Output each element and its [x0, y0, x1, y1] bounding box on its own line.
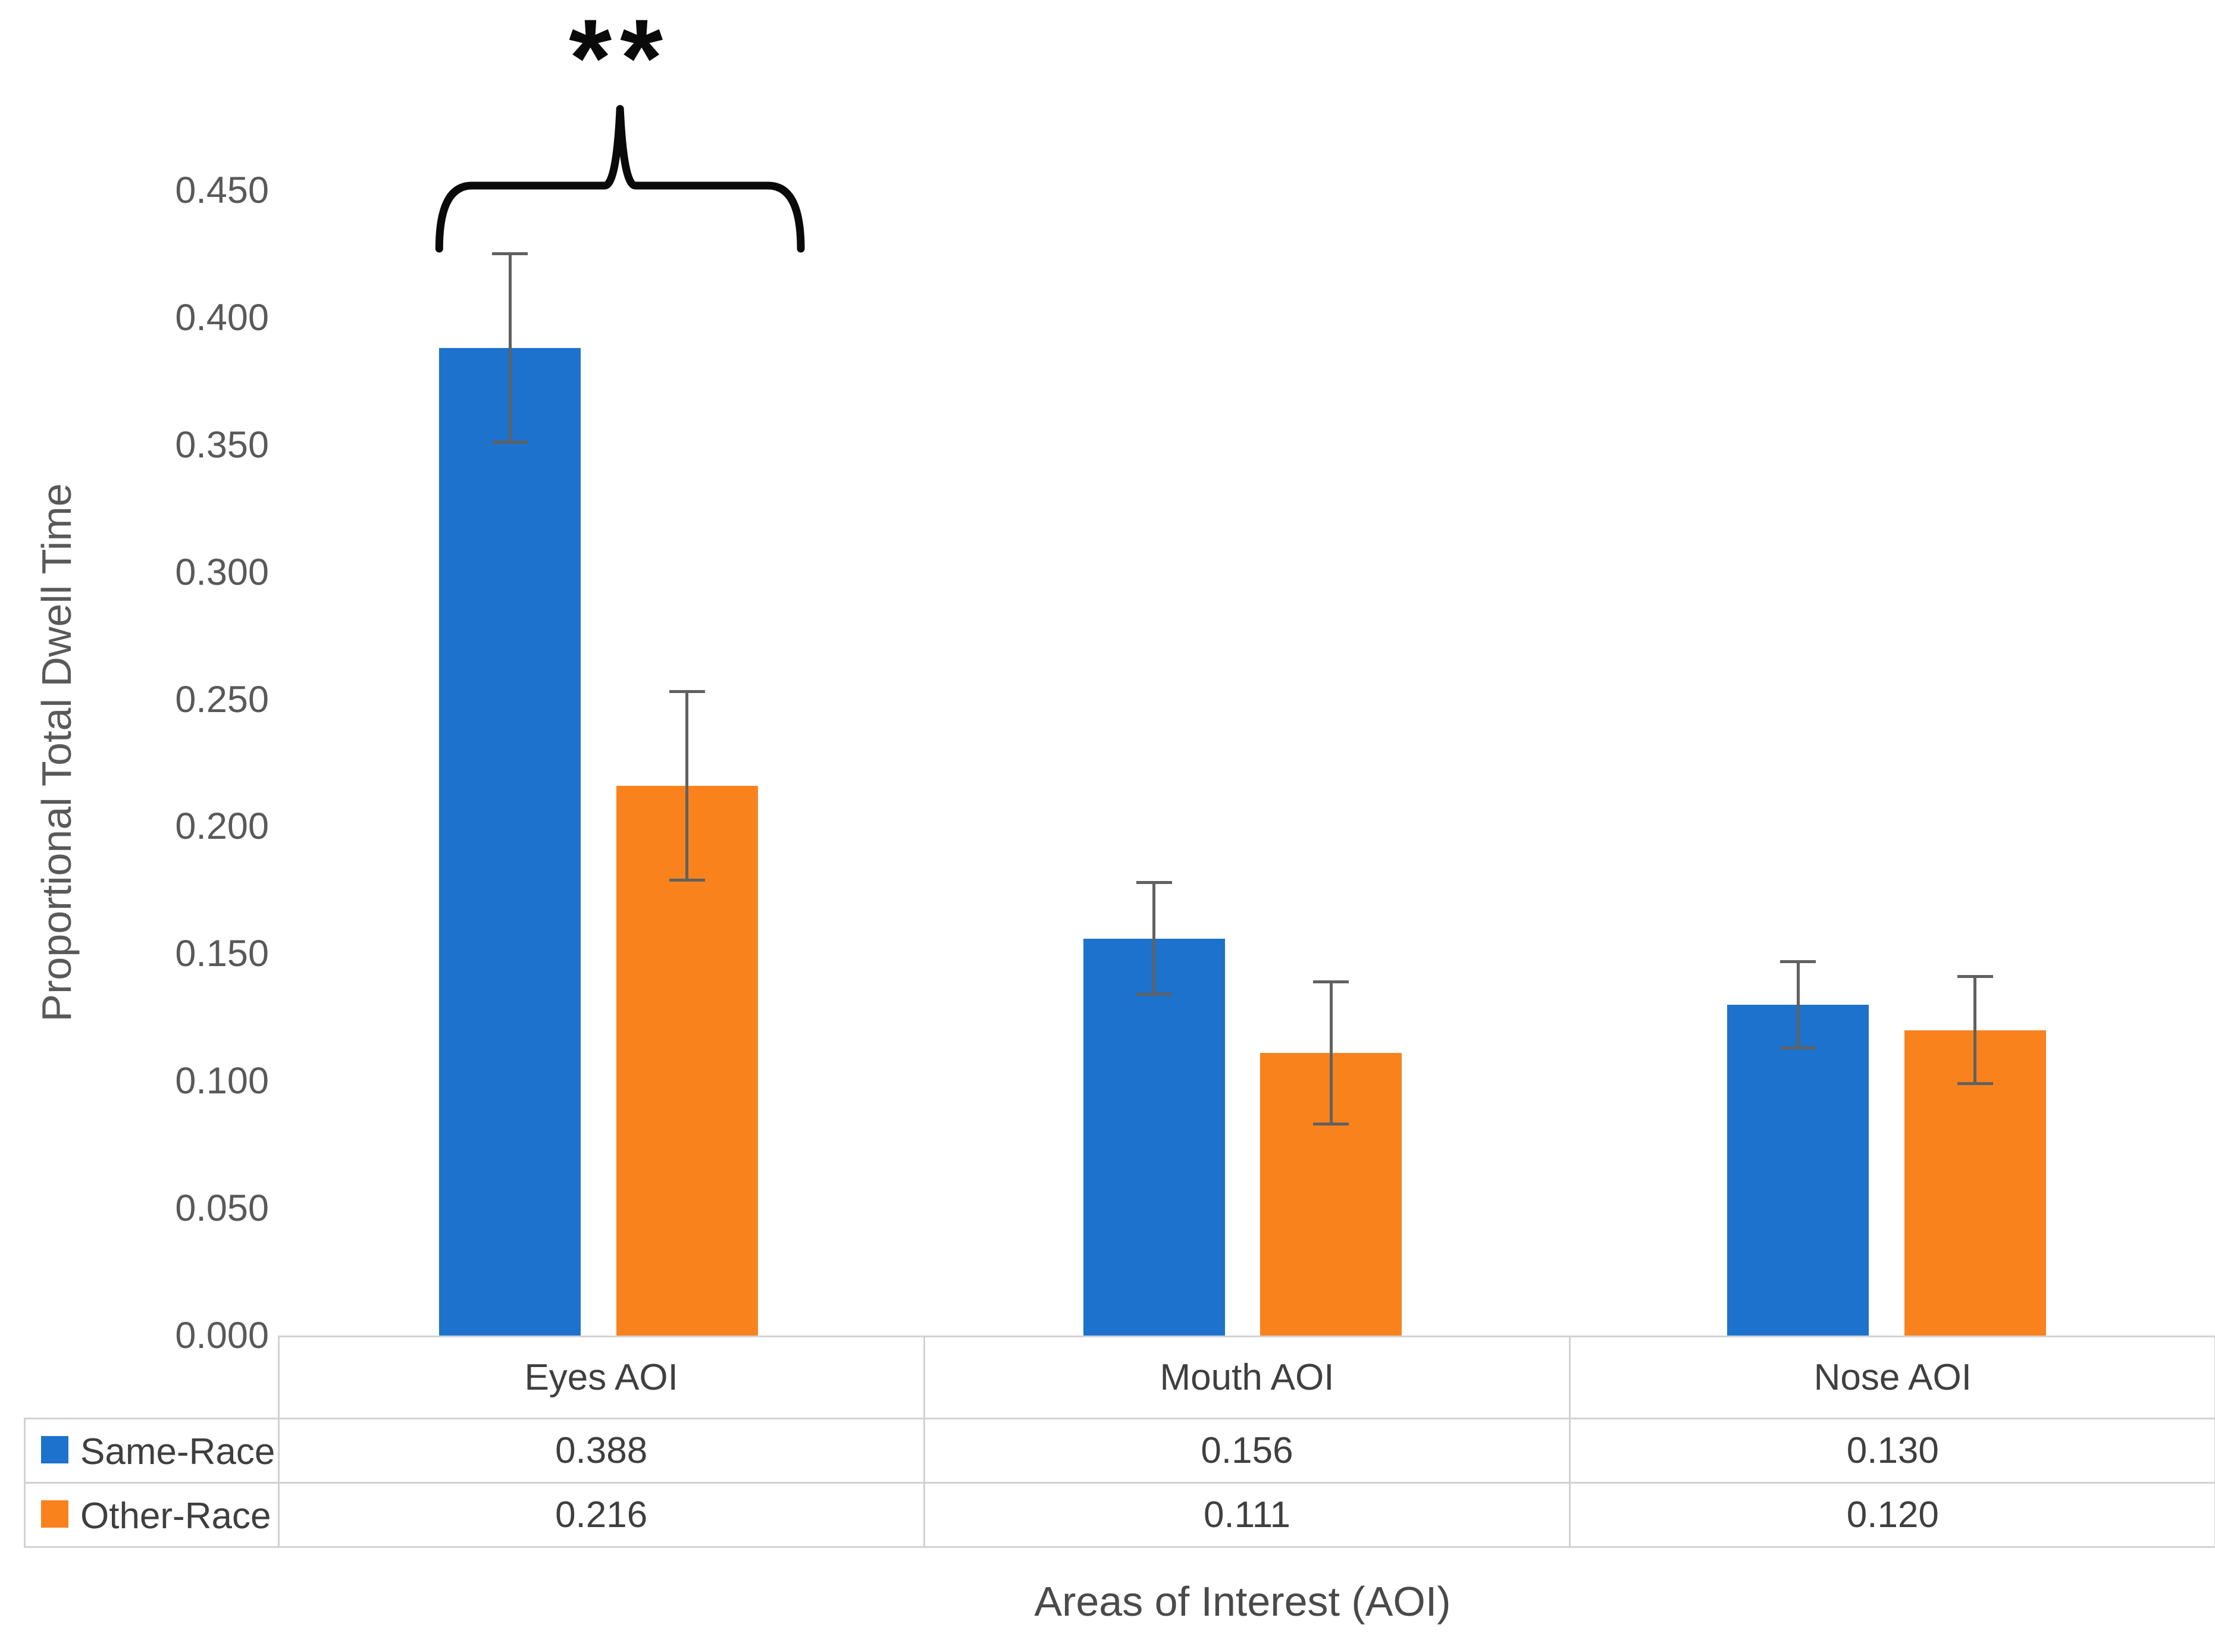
significance-asterisks: **: [569, 0, 672, 120]
table-value-cell: 0.388: [277, 1418, 925, 1484]
table-column-header: Mouth AOI: [923, 1336, 1571, 1419]
legend-label: Other-Race: [80, 1496, 271, 1537]
error-bar-cap-bottom: [669, 878, 705, 882]
error-bar-line: [1973, 976, 1977, 1084]
error-bar-cap-bottom: [492, 441, 528, 444]
table-value-cell: 0.216: [277, 1482, 925, 1548]
table-corner-empty: [25, 1337, 279, 1419]
error-bar-line: [1152, 882, 1156, 995]
error-bar-cap-top: [1136, 881, 1172, 885]
legend-swatch-same-race: [41, 1435, 68, 1463]
legend-cell-same-race: Same-Race: [24, 1418, 280, 1484]
y-tick-label: 0.100: [175, 1060, 269, 1102]
error-bar-cap-top: [1780, 960, 1816, 963]
table-column-header: Nose AOI: [1569, 1336, 2215, 1419]
error-bar-line: [685, 691, 689, 880]
error-bar-line: [1796, 961, 1800, 1048]
bar-same-race-mouth: [1083, 938, 1225, 1336]
error-bar-cap-top: [669, 690, 705, 694]
y-tick-label: 0.050: [175, 1187, 269, 1230]
table-value-cell: 0.156: [923, 1418, 1571, 1484]
brace-path: [435, 105, 805, 253]
table-value-cell: 0.120: [1569, 1482, 2215, 1548]
legend-label: Same-Race: [80, 1431, 275, 1473]
error-bar-line: [1329, 982, 1333, 1124]
error-bar-cap-bottom: [1136, 993, 1172, 996]
y-tick-label: 0.150: [175, 933, 269, 975]
y-tick-label: 0.450: [175, 170, 269, 211]
error-bar-cap-bottom: [1780, 1046, 1816, 1050]
error-bar-cap-top: [1957, 975, 1993, 979]
error-bar-cap-top: [492, 252, 528, 256]
data-table: Eyes AOI Mouth AOI Nose AOI Same-Race 0.388 0…: [24, 1336, 2215, 1548]
x-axis-title: Areas of Interest (AOI): [1034, 1578, 1451, 1625]
bar-same-race-nose: [1727, 1004, 1869, 1336]
legend-swatch-other-race: [41, 1500, 68, 1528]
error-bar-cap-bottom: [1313, 1123, 1349, 1126]
error-bar-cap-top: [1313, 980, 1349, 983]
y-tick-label: 0.300: [175, 551, 269, 593]
legend-cell-other-race: Other-Race: [24, 1482, 280, 1548]
y-tick-label: 0.350: [175, 424, 269, 466]
table-value-cell: 0.111: [923, 1482, 1571, 1548]
error-bar-cap-bottom: [1957, 1082, 1993, 1085]
error-bar-line: [508, 253, 512, 443]
y-tick-label: 0.000: [175, 1315, 269, 1356]
y-tick-label: 0.250: [175, 678, 269, 720]
table-column-header: Eyes AOI: [277, 1336, 925, 1419]
y-tick-label: 0.200: [175, 805, 269, 848]
y-axis-title: Proportional Total Dwell Time: [33, 483, 80, 1022]
table-value-cell: 0.130: [1569, 1418, 2215, 1484]
bar-same-race-eyes: [439, 348, 581, 1336]
y-tick-label: 0.400: [175, 296, 269, 338]
